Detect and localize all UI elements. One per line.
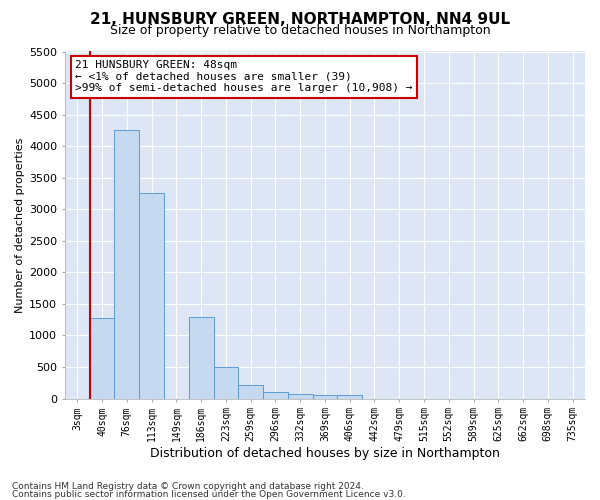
Bar [115,130,139,398]
Bar [139,194,164,398]
Bar [263,392,288,398]
Bar [313,395,337,398]
X-axis label: Distribution of detached houses by size in Northampton: Distribution of detached houses by size … [150,447,500,460]
Bar [238,384,263,398]
Text: Contains public sector information licensed under the Open Government Licence v3: Contains public sector information licen… [12,490,406,499]
Bar [189,316,214,398]
Text: Contains HM Land Registry data © Crown copyright and database right 2024.: Contains HM Land Registry data © Crown c… [12,482,364,491]
Bar [337,395,362,398]
Text: 21, HUNSBURY GREEN, NORTHAMPTON, NN4 9UL: 21, HUNSBURY GREEN, NORTHAMPTON, NN4 9UL [90,12,510,28]
Bar [214,367,238,398]
Y-axis label: Number of detached properties: Number of detached properties [15,138,25,312]
Bar [89,318,115,398]
Text: Size of property relative to detached houses in Northampton: Size of property relative to detached ho… [110,24,490,37]
Bar [288,394,313,398]
Text: 21 HUNSBURY GREEN: 48sqm
← <1% of detached houses are smaller (39)
>99% of semi-: 21 HUNSBURY GREEN: 48sqm ← <1% of detach… [76,60,413,94]
